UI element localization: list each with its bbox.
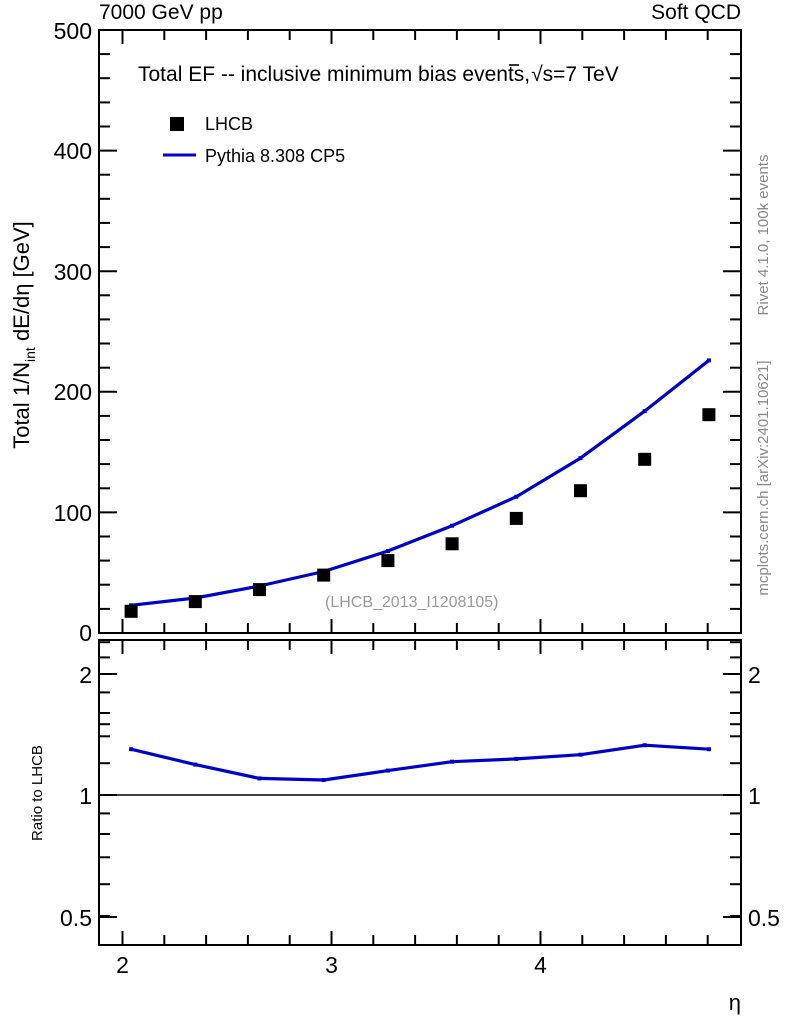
ratio-node-marker <box>514 756 519 761</box>
ratio-ylabel-group: Ratio to LHCB <box>29 745 46 841</box>
ratio-node-marker <box>257 776 262 781</box>
main-xaxis-top-ticks <box>121 30 709 44</box>
ratio-node-marker <box>385 768 390 773</box>
data-point-marker <box>702 408 716 422</box>
mc-node-marker <box>450 523 455 528</box>
main-ytick-0: 0 <box>79 620 92 646</box>
main-ytick-100: 100 <box>54 500 92 526</box>
mc-node-marker <box>578 456 583 461</box>
ratio-ytick-2-right: 2 <box>748 662 761 688</box>
ratio-node-marker <box>578 752 583 757</box>
main-ytick-500: 500 <box>54 18 92 44</box>
ratio-ytick-1-right: 1 <box>748 783 761 809</box>
main-yaxis-minor-ticks <box>99 53 741 610</box>
main-ylabel-suffix: dE/dη [GeV] <box>9 221 34 347</box>
main-ylabel-prefix: Total 1/N <box>9 362 34 449</box>
ratio-panel-frame <box>98 639 742 946</box>
xtick-4: 4 <box>534 952 547 978</box>
side-annotation-top: Rivet 4.1.0, 100k events <box>755 155 772 316</box>
data-point-marker <box>445 537 459 551</box>
data-point-marker <box>638 452 652 466</box>
ratio-yaxis-minor-ticks <box>99 641 741 917</box>
ratio-ylabel: Ratio to LHCB <box>29 745 46 841</box>
ratio-node-marker <box>450 759 455 764</box>
main-ylabel-sub: int <box>22 347 38 362</box>
legend-label-pythia: Pythia 8.308 CP5 <box>205 146 345 166</box>
side-annotation-bottom-group: mcplots.cern.ch [arXiv:2401.10621] <box>755 360 772 595</box>
ratio-ytick-05-left: 0.5 <box>60 905 92 931</box>
main-xaxis-bottom-ticks <box>121 619 709 633</box>
sqrt-radical: √ <box>531 63 543 86</box>
ratio-ytick-1-left: 1 <box>79 783 92 809</box>
ratio-ytick-2-left: 2 <box>79 662 92 688</box>
mc-node-marker <box>642 409 647 414</box>
data-point-marker <box>253 583 266 597</box>
main-ytick-300: 300 <box>54 259 92 285</box>
mc-curve-ratio <box>129 743 711 782</box>
main-plot-title: Total EF -- inclusive minimum bias event… <box>138 63 619 86</box>
main-ylabel: Total 1/Nint dE/dη [GeV] <box>9 221 38 449</box>
data-point-marker <box>381 554 395 568</box>
mc-curve-main <box>129 358 711 608</box>
ratio-xaxis-top-ticks <box>121 640 709 654</box>
mc-line-path <box>130 359 710 607</box>
legend-label-lhcb: LHCB <box>205 114 253 134</box>
data-point-marker <box>574 484 587 498</box>
ratio-node-marker <box>129 747 134 752</box>
header-right-label: Soft QCD <box>651 1 741 24</box>
data-point-marker <box>317 568 331 582</box>
mc-node-marker <box>706 358 711 363</box>
ratio-xaxis-bottom-ticks <box>121 931 709 945</box>
main-panel-frame <box>98 29 742 634</box>
ratio-node-marker <box>193 762 198 767</box>
main-plot-title-sqrt: s=7 TeV <box>543 63 619 86</box>
side-annotation-bottom: mcplots.cern.ch [arXiv:2401.10621] <box>755 360 772 595</box>
main-yaxis-ticks <box>99 29 741 634</box>
data-point-marker <box>188 595 202 609</box>
ratio-line-path <box>130 743 709 782</box>
xtick-2: 2 <box>116 952 129 978</box>
data-points-main <box>124 408 716 618</box>
ratio-node-marker <box>706 747 711 752</box>
ratio-node-marker <box>321 778 326 782</box>
header-left-label: 7000 GeV pp <box>99 1 223 24</box>
main-ylabel-group: Total 1/Nint dE/dη [GeV] <box>9 221 38 449</box>
data-point-marker <box>124 604 138 618</box>
legend-marker-lhcb <box>170 117 184 131</box>
analysis-watermark: (LHCB_2013_I1208105) <box>325 594 498 611</box>
xtick-3: 3 <box>325 952 338 978</box>
xaxis-label: η <box>729 990 741 1015</box>
main-plot-title-text: Total EF -- inclusive minimum bias event… <box>138 63 530 86</box>
legend: LHCB Pythia 8.308 CP5 <box>163 114 345 166</box>
mc-node-marker <box>514 494 519 499</box>
data-point-marker <box>509 511 523 525</box>
mc-node-marker <box>385 549 390 553</box>
main-ytick-400: 400 <box>54 138 92 164</box>
side-annotation-top-group: Rivet 4.1.0, 100k events <box>755 155 772 316</box>
main-ytick-200: 200 <box>54 379 92 405</box>
ratio-node-marker <box>642 743 647 748</box>
ratio-ytick-05-right: 0.5 <box>748 905 780 931</box>
